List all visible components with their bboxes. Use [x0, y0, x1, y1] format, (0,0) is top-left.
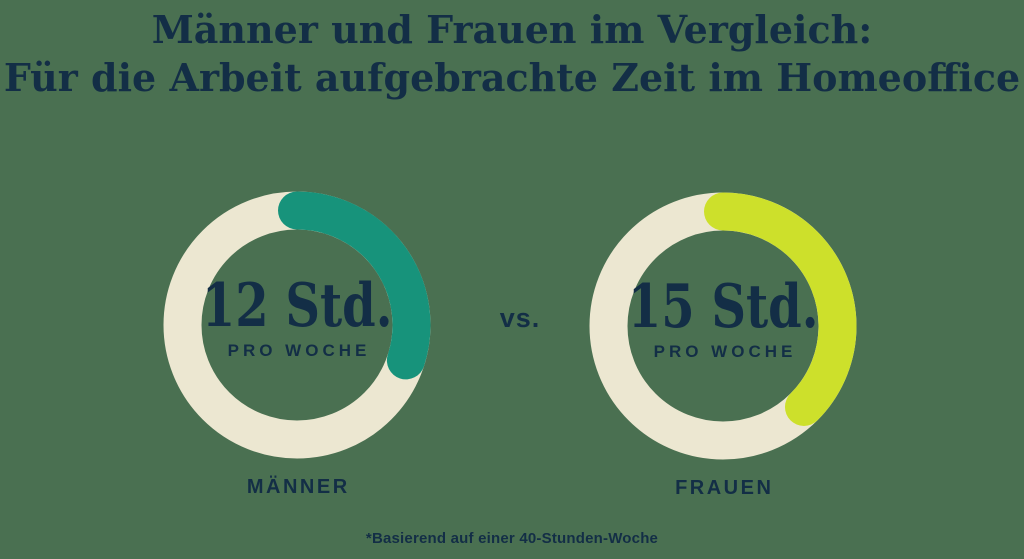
donut-men-center: 12 Std. PRO WOCHE	[163, 185, 431, 453]
men-per-week-label: PRO WOCHE	[227, 340, 371, 360]
donut-chart-women: 15 Std. PRO WOCHE FRAUEN	[589, 192, 857, 499]
donut-women-center: 15 Std. PRO WOCHE	[589, 186, 857, 454]
donut-men-svg	[163, 191, 431, 459]
page-title: Männer und Frauen im Vergleich: Für die …	[0, 6, 1024, 102]
donut-men-arc	[278, 191, 431, 380]
men-label: MÄNNER	[246, 476, 350, 498]
women-label: FRAUEN	[675, 477, 774, 499]
page-title-line1: Männer und Frauen im Vergleich:	[151, 7, 873, 52]
footnote: *Basierend auf einer 40-Stunden-Woche	[365, 530, 659, 547]
donut-women-svg	[589, 192, 857, 460]
women-hours-value: 15 Std.	[627, 271, 819, 342]
women-per-week-label: PRO WOCHE	[653, 341, 797, 361]
page-title-line2: Für die Arbeit aufgebrachte Zeit im Home…	[3, 55, 1021, 100]
donut-chart-men: 12 Std. PRO WOCHE MÄNNER	[163, 191, 431, 498]
donut-women-arc	[704, 192, 857, 426]
men-hours-value: 12 Std.	[201, 270, 393, 341]
vs-label: vs.	[499, 303, 541, 333]
